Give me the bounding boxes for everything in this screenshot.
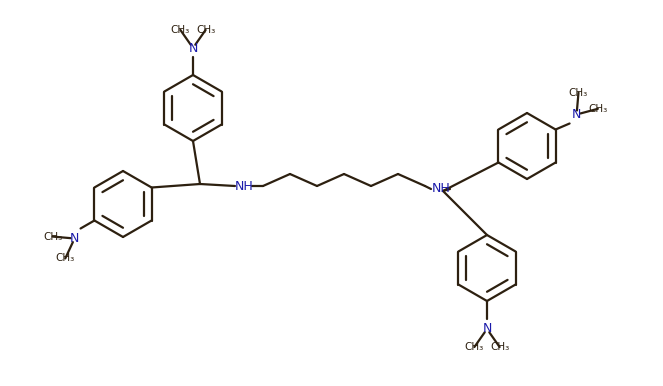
Text: N: N — [482, 322, 492, 335]
Text: CH₃: CH₃ — [588, 104, 607, 114]
Text: N: N — [70, 232, 80, 245]
Text: NH: NH — [235, 179, 253, 193]
Text: CH₃: CH₃ — [465, 342, 484, 352]
Text: NH: NH — [432, 183, 450, 195]
Text: CH₃: CH₃ — [171, 25, 190, 35]
Text: CH₃: CH₃ — [43, 232, 62, 242]
Text: CH₃: CH₃ — [196, 25, 215, 35]
Text: CH₃: CH₃ — [569, 88, 588, 98]
Text: N: N — [572, 108, 581, 121]
Text: CH₃: CH₃ — [490, 342, 509, 352]
Text: N: N — [188, 42, 198, 54]
Text: CH₃: CH₃ — [56, 254, 75, 263]
